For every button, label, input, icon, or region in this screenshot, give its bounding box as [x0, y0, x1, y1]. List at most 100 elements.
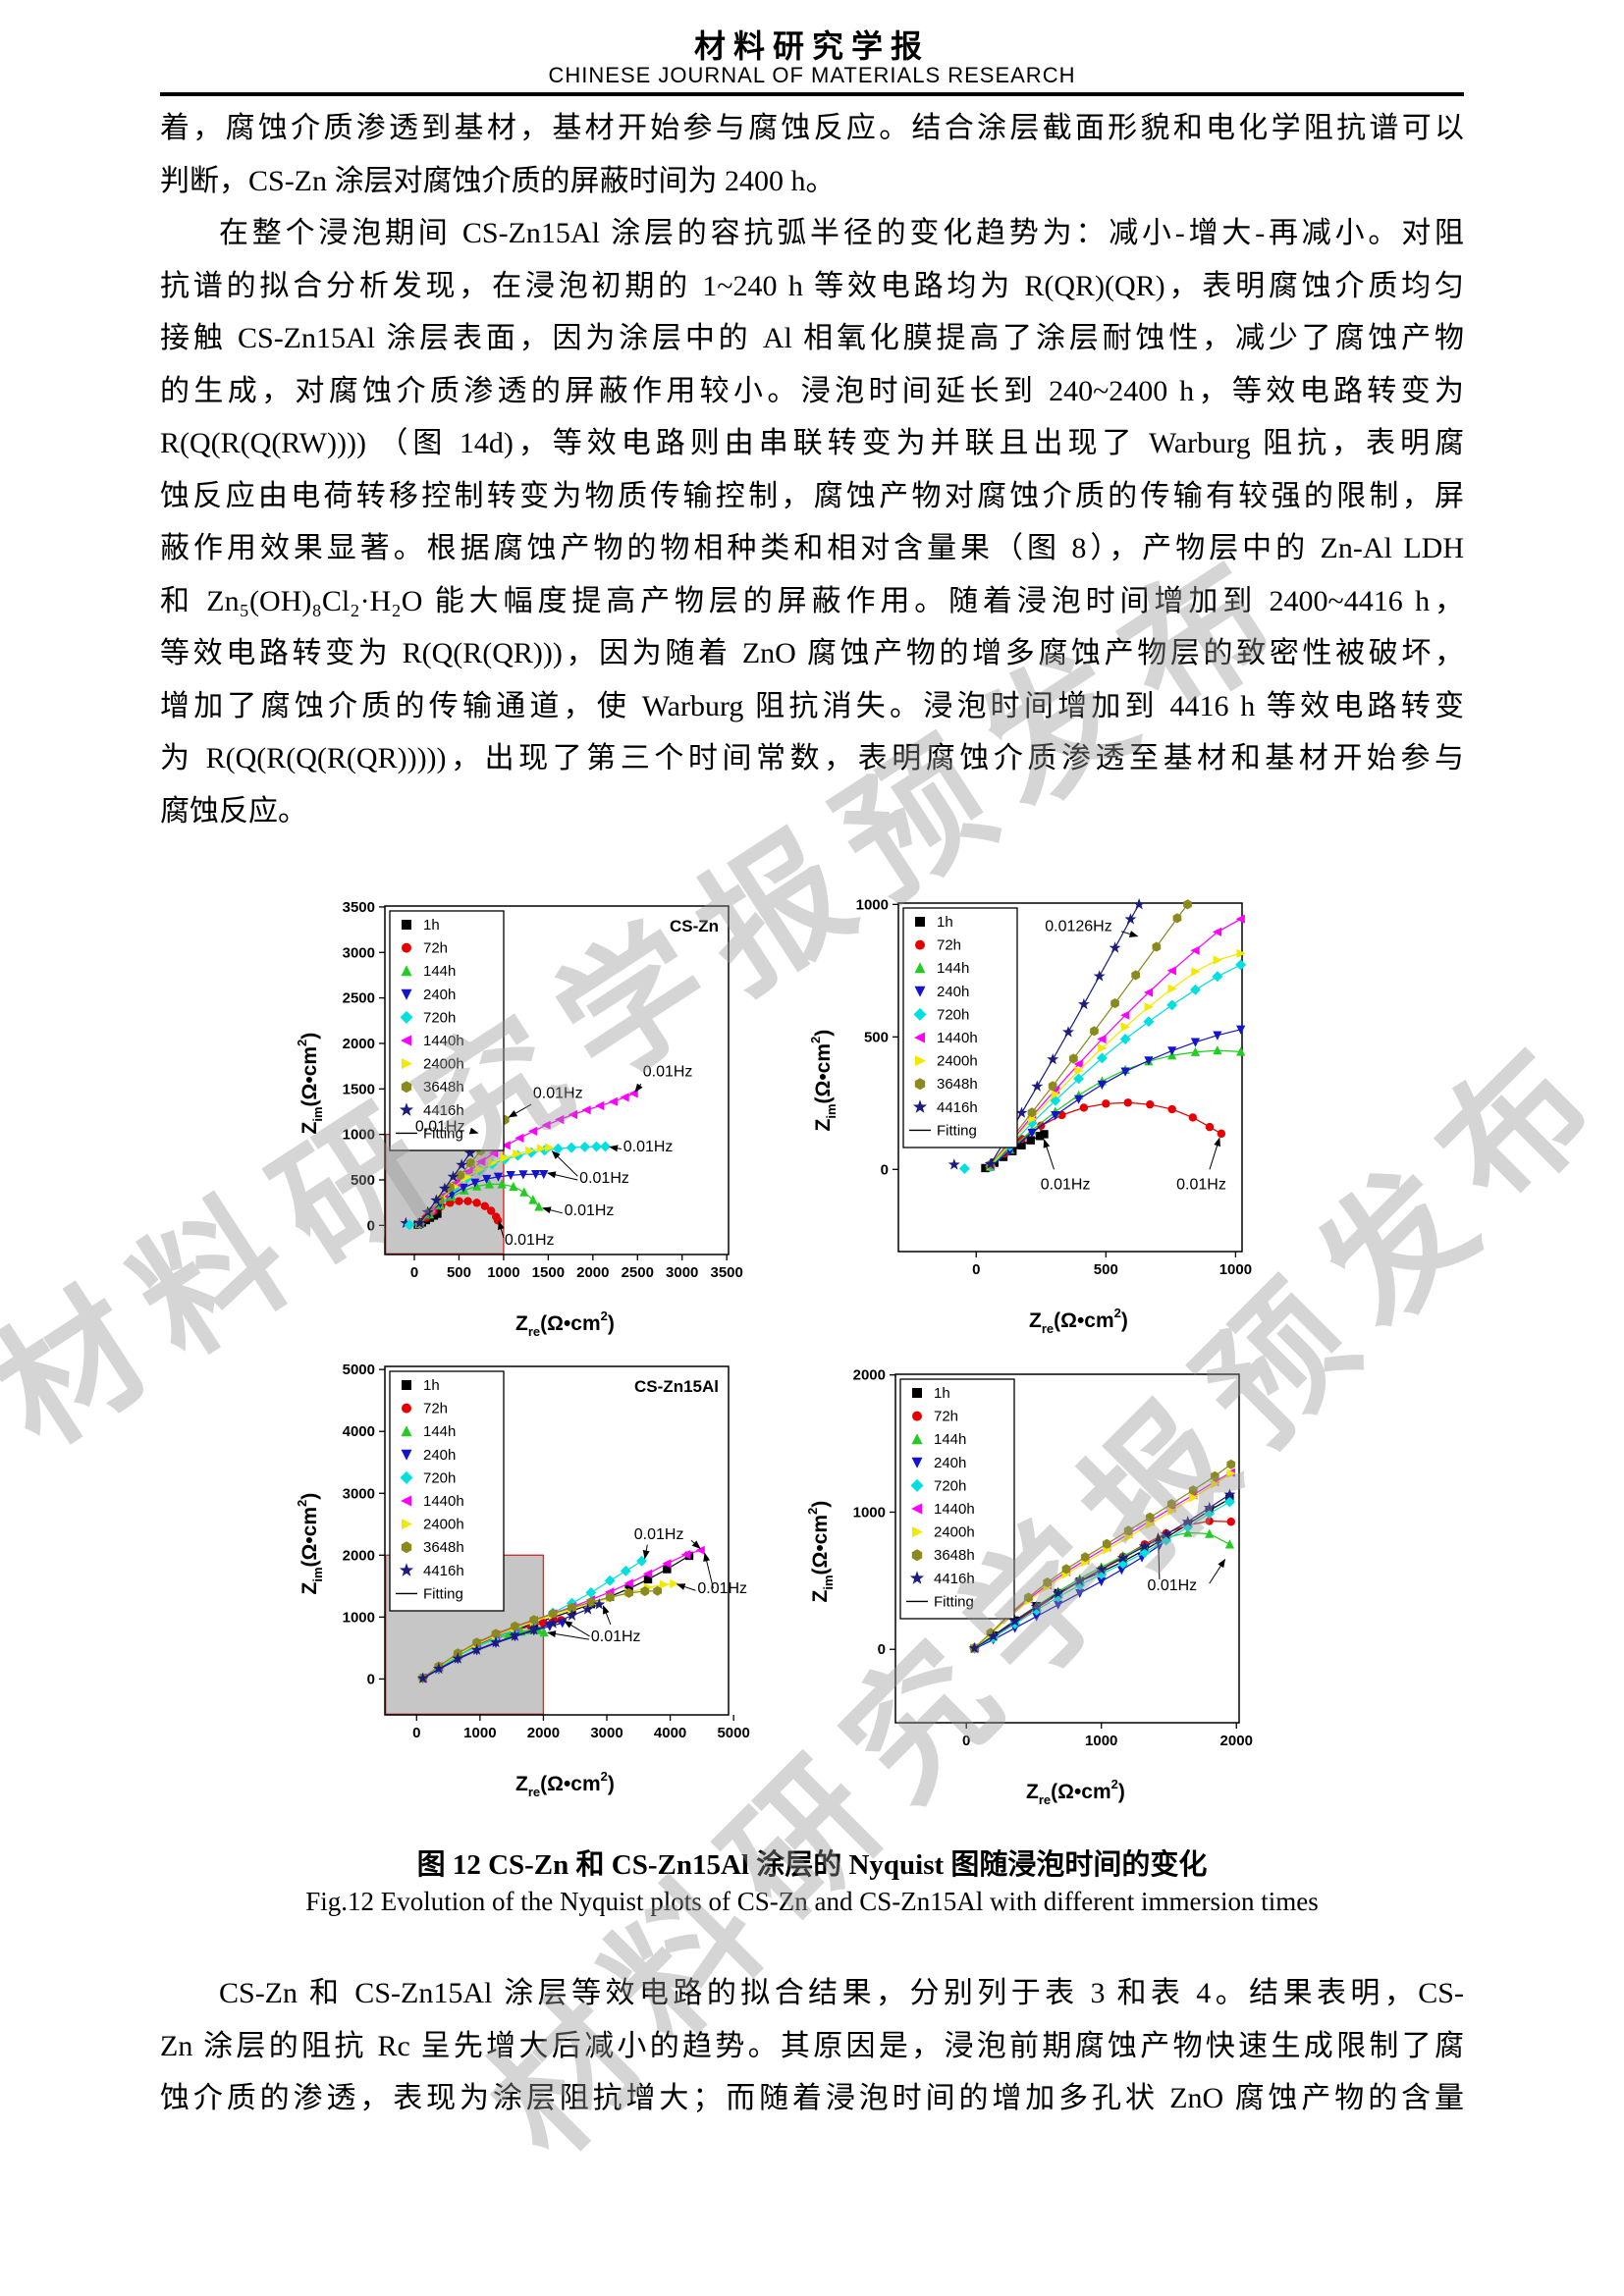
frequency-annotation: 0.01Hz — [1041, 1177, 1091, 1194]
fitting-line-720h — [419, 1146, 606, 1225]
legend-label-fitting: Fitting — [423, 1125, 463, 1142]
y-tick-label: 2000 — [853, 1367, 886, 1384]
legend-label: 3648h — [423, 1079, 464, 1095]
legend-label: 2400h — [937, 1053, 978, 1070]
legend-label: 1h — [937, 914, 953, 931]
x-tick-label: 500 — [447, 1264, 471, 1281]
nyquist-plot-c3: 0 1000 2000 0 1000 2000 1h 72h 144h 240h 720h 1440h… — [805, 1367, 1253, 1807]
x-tick-label: 2000 — [1220, 1733, 1253, 1749]
legend-label: 1440h — [934, 1501, 975, 1518]
plot-frame — [894, 1373, 1240, 1724]
y-axis-label: Zim(Ω•cm2) — [808, 1030, 839, 1132]
paragraph-bottom: CS-Zn 和 CS-Zn15Al 涂层等效电路的拟合结果，分别列于表 3 和表… — [160, 1967, 1464, 2125]
legend-label: 1440h — [423, 1033, 464, 1049]
frequency-annotation: 0.01Hz — [579, 1170, 629, 1187]
legend-label: 720h — [934, 1477, 966, 1494]
legend-label: 2400h — [423, 1056, 464, 1073]
panel-title: CS-Zn — [670, 917, 719, 935]
x-tick-label: 2000 — [576, 1264, 609, 1281]
x-tick-label: 1000 — [463, 1725, 496, 1741]
frequency-annotation: 0.01Hz — [697, 1580, 747, 1597]
x-tick-label: 5000 — [717, 1725, 749, 1741]
y-tick-label: 0 — [878, 1641, 886, 1658]
legend-label: 3648h — [934, 1547, 975, 1564]
text-line: 和 Zn₅(OH)₈Cl₂·H₂O 能大幅度提高产物层的屏蔽作用。随着浸泡时间增… — [160, 584, 1464, 617]
legend-label: 720h — [937, 1006, 969, 1023]
x-tick-label: 2500 — [622, 1264, 654, 1281]
plot-frame — [384, 905, 730, 1255]
y-axis-label: Zim(Ω•cm2) — [295, 1493, 325, 1595]
fitting-line-720h — [990, 964, 1241, 1167]
y-tick-label: 3000 — [343, 1485, 375, 1502]
legend-label: 144h — [934, 1431, 966, 1448]
legend-label: 72h — [934, 1409, 958, 1425]
legend-label: 4416h — [937, 1099, 978, 1116]
chart-cs-zn-zoom: 0 500 1000 0 500 1000 1h 72h 144h 240h 720h 1440h 24… — [800, 883, 1291, 1355]
frequency-annotation: 0.01Hz — [415, 1118, 465, 1135]
journal-title-cn: 材料研究学报 — [693, 28, 930, 64]
x-tick-label: 0 — [972, 1261, 980, 1278]
x-tick-label: 4000 — [654, 1725, 686, 1741]
x-tick-label: 3500 — [710, 1264, 742, 1281]
y-tick-label: 2000 — [343, 1036, 375, 1052]
text-line: R(Q(R(Q(RW)))) （图 14d)，等效电路则由串联转变为并联且出现了… — [160, 427, 1464, 459]
figure-caption-cn: 图 12 CS-Zn 和 CS-Zn15Al 涂层的 Nyquist 图随浸泡时… — [416, 1849, 1208, 1881]
y-tick-label: 3500 — [343, 899, 375, 916]
legend-label: 2400h — [934, 1524, 975, 1541]
legend: 1h 72h 144h 240h 720h 1440h 2400h 3648h 4416h Fit… — [902, 907, 1018, 1148]
legend-label-fitting: Fitting — [934, 1593, 974, 1610]
paragraph-main: 着，腐蚀介质渗透到基材，基材开始参与腐蚀反应。结合涂层截面形貌和电化学阻抗谱可以… — [160, 102, 1464, 837]
text-line: 抗谱的拟合分析发现，在浸泡初期的 1~240 h 等效电路均为 R(QR)(QR… — [160, 269, 1464, 302]
nyquist-plot-c1: 0 500 1000 0 500 1000 1h 72h 144h 240h 720h 1440h 24… — [808, 896, 1252, 1336]
legend-label: 144h — [423, 963, 456, 980]
journal-title-en: CHINESE JOURNAL OF MATERIALS RESEARCH — [548, 63, 1076, 87]
legend: 1h 72h 144h 240h 720h 1440h 2400h 3648h 4416h Fit… — [389, 910, 505, 1151]
y-tick-label: 0 — [367, 1217, 375, 1234]
y-tick-label: 2500 — [343, 990, 375, 1007]
chart-cs-zn-overview: 0 500 1000 1500 2000 2500 3000 3500 0 500 1000 1500… — [287, 886, 778, 1358]
x-tick-label: 1500 — [532, 1264, 565, 1281]
plot-frame — [897, 902, 1243, 1253]
chart-cs-zn15al-overview: 0 1000 2000 3000 4000 5000 0 1000 2000 3000 4000 50… — [287, 1347, 778, 1818]
legend-label: 72h — [423, 1401, 448, 1417]
figure-caption-en: Fig.12 Evolution of the Nyquist plots of… — [305, 1887, 1319, 1916]
legend: 1h 72h 144h 240h 720h 1440h 2400h 3648h 4416h Fit… — [899, 1378, 1015, 1620]
plot-frame — [384, 1365, 730, 1716]
x-tick-label: 2000 — [527, 1725, 560, 1741]
text-line: 接触 CS-Zn15Al 涂层表面，因为涂层中的 Al 相氧化膜提高了涂层耐蚀性… — [160, 322, 1464, 354]
x-tick-label: 0 — [410, 1264, 418, 1281]
frequency-annotation: 0.01Hz — [1147, 1577, 1197, 1594]
legend-label: 4416h — [423, 1563, 464, 1579]
y-tick-label: 3000 — [343, 944, 375, 961]
header-rule — [160, 92, 1464, 96]
text-line: 腐蚀反应。 — [160, 794, 307, 828]
text-line: 蔽作用效果显著。根据腐蚀产物的物相种类和相对含量果（图 8），产物层中的 Zn-… — [160, 532, 1464, 564]
y-tick-label: 1000 — [343, 1127, 375, 1144]
text-line: 蚀介质的渗透，表现为涂层阻抗增大；而随着浸泡时间的增加多孔状 ZnO 腐蚀产物的… — [160, 2082, 1464, 2114]
legend-label: 240h — [423, 987, 456, 1003]
legend-label: 1h — [423, 1377, 440, 1394]
text-line: 增加了腐蚀介质的传输通道，使 Warburg 阻抗消失。浸泡时间增加到 4416… — [160, 689, 1464, 722]
legend-label: 720h — [423, 1469, 456, 1486]
legend-label: 4416h — [423, 1102, 464, 1119]
fitting-line-1440h — [990, 918, 1242, 1166]
legend-label: 144h — [423, 1423, 456, 1440]
legend-label: 1h — [934, 1385, 950, 1402]
fitting-line-240h — [990, 1029, 1241, 1168]
legend-label: 72h — [937, 937, 961, 954]
text-line: 判断，CS-Zn 涂层对腐蚀介质的屏蔽时间为 2400 h。 — [160, 164, 836, 197]
y-tick-label: 0 — [881, 1161, 889, 1178]
y-axis-label: Zim(Ω•cm2) — [805, 1501, 836, 1603]
text-line: 着，腐蚀介质渗透到基材，基材开始参与腐蚀反应。结合涂层截面形貌和电化学阻抗谱可以 — [160, 112, 1464, 144]
legend-label-fitting: Fitting — [423, 1585, 463, 1602]
x-tick-label: 0 — [962, 1733, 970, 1749]
legend-label: 1440h — [937, 1030, 978, 1046]
legend-label: 3648h — [937, 1076, 978, 1093]
frequency-annotation: 0.01Hz — [505, 1232, 555, 1249]
series-group — [416, 1545, 705, 1684]
x-tick-label: 0 — [412, 1725, 420, 1741]
legend-label: 1440h — [423, 1493, 464, 1510]
text-line: 为 R(Q(R(Q(R(QR)))))，出现了第三个时间常数，表明腐蚀介质渗透至… — [160, 742, 1464, 774]
frequency-annotation: 0.01Hz — [643, 1063, 693, 1080]
